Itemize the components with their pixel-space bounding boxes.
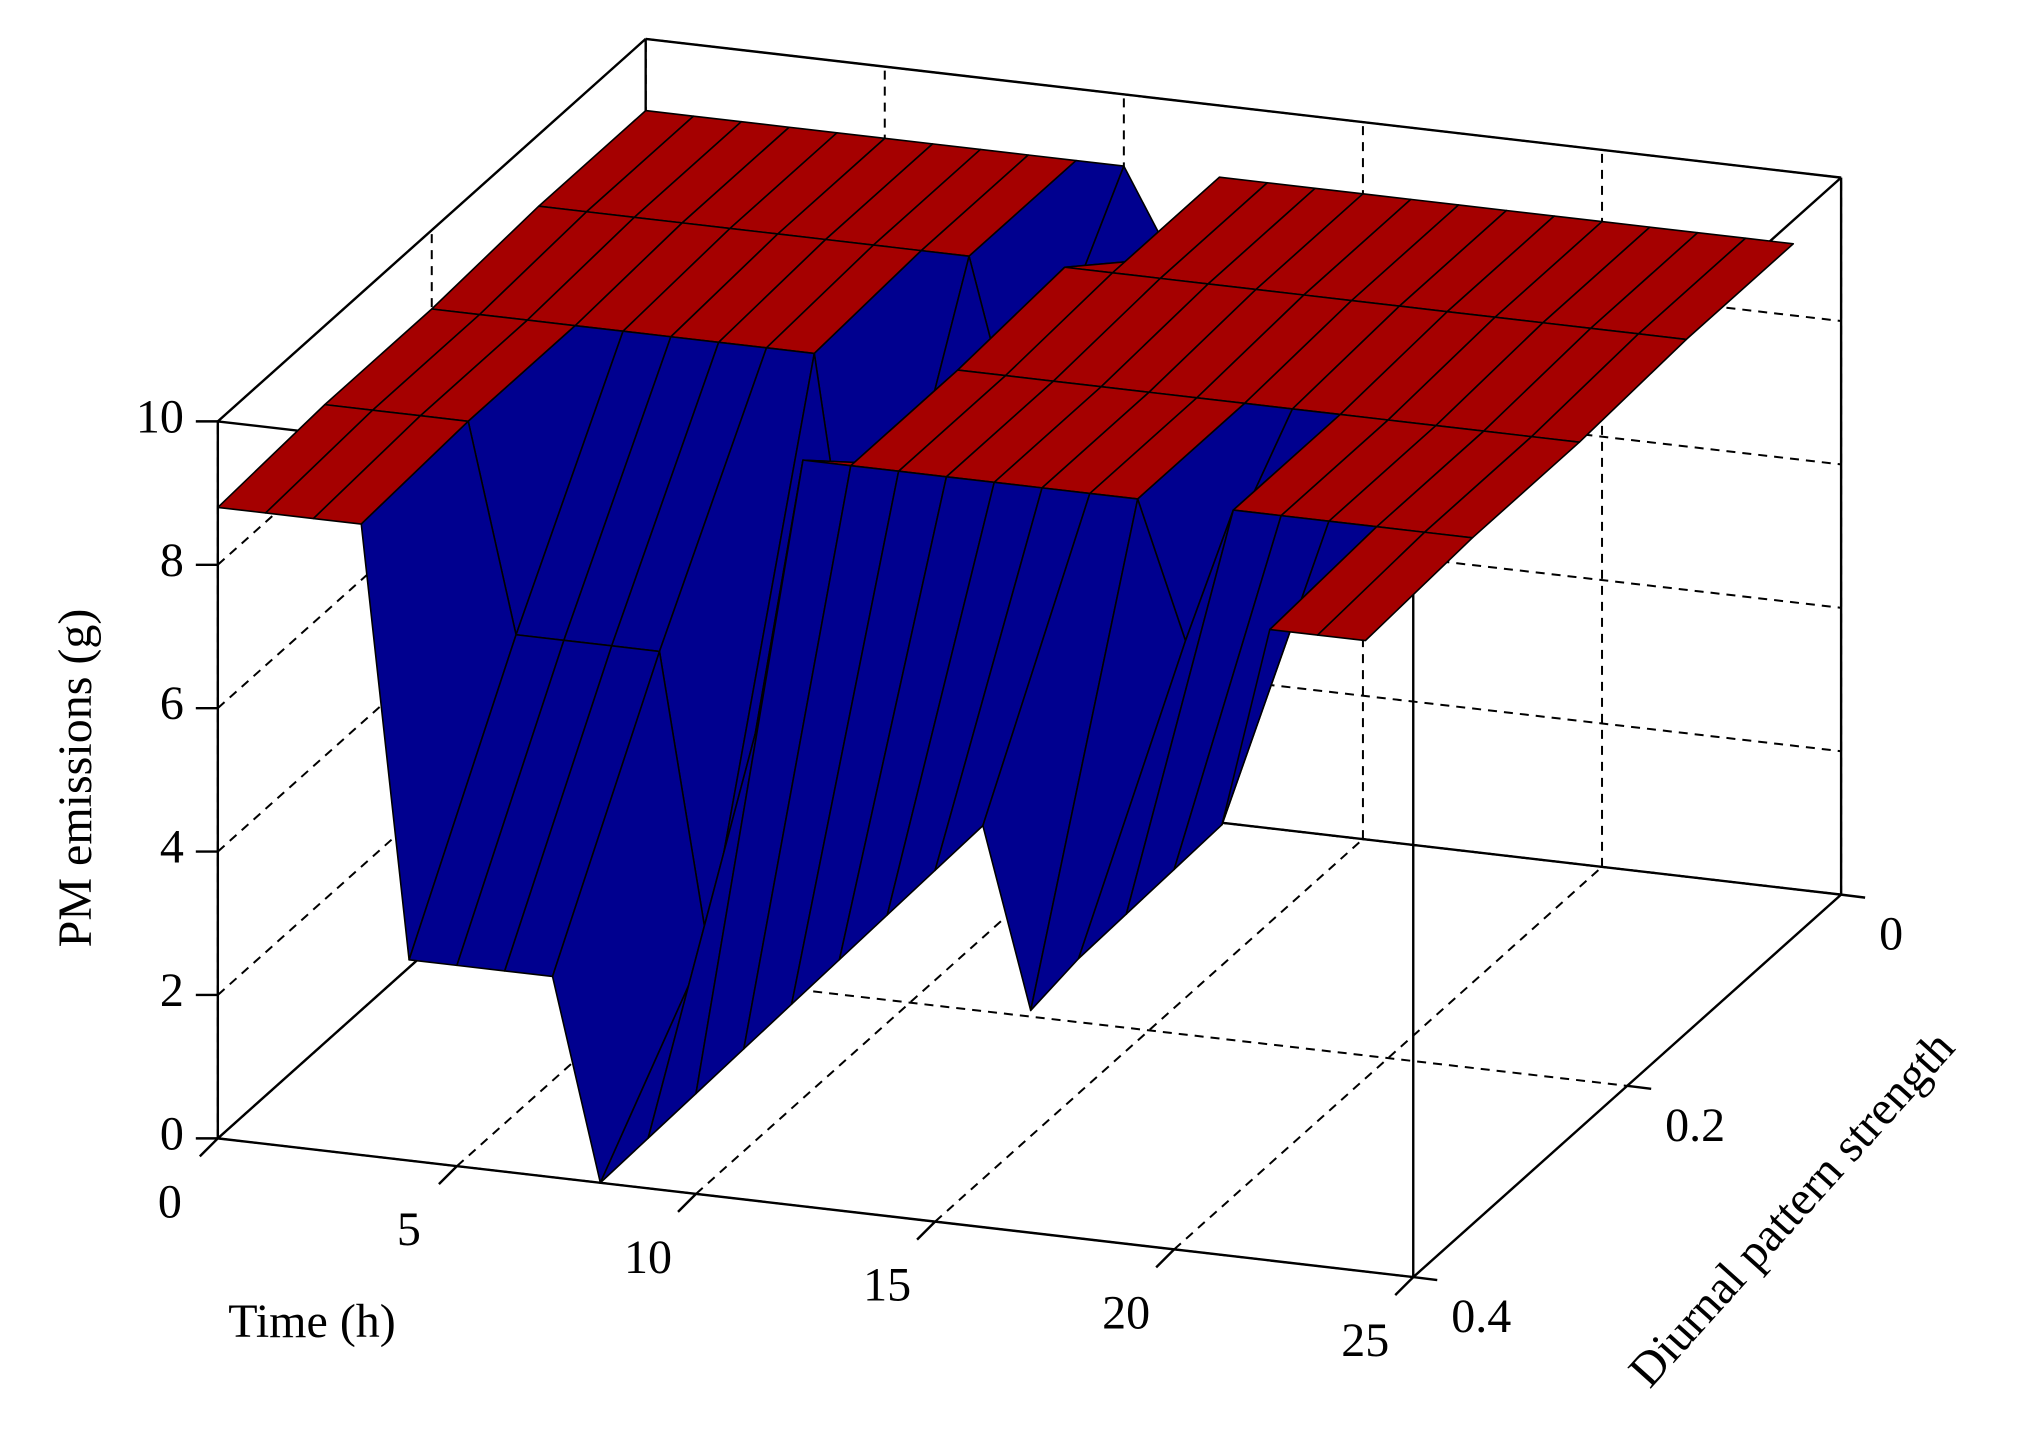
x-tick xyxy=(1155,1248,1176,1269)
z-tick-label: 4 xyxy=(160,821,184,874)
x-tick xyxy=(916,1220,936,1241)
x-tick-label: 0 xyxy=(158,1175,182,1228)
surface-patch xyxy=(1316,531,1474,642)
y-tick xyxy=(1840,893,1866,899)
grid-line xyxy=(217,1137,1414,1279)
y-tick-label: 0.4 xyxy=(1451,1290,1511,1343)
x-tick xyxy=(677,1193,697,1213)
y-axis-label: Diurnal pattern strength xyxy=(1619,1021,1965,1397)
y-tick xyxy=(1413,1275,1438,1282)
y-tick xyxy=(1627,1084,1652,1091)
x-axis-label: Time (h) xyxy=(228,1295,396,1348)
x-tick-label: 20 xyxy=(1102,1286,1150,1339)
y-tick-label: 0.2 xyxy=(1665,1099,1725,1152)
z-tick-label: 10 xyxy=(136,390,184,443)
surface xyxy=(217,109,1795,1184)
grid-line xyxy=(645,37,1842,179)
z-tick-label: 6 xyxy=(160,677,184,730)
x-tick-label: 5 xyxy=(397,1203,421,1256)
x-tick-label: 10 xyxy=(624,1231,672,1284)
x-tick-label: 25 xyxy=(1341,1314,1389,1367)
z-tick-label: 0 xyxy=(160,1107,184,1160)
box-edge xyxy=(217,38,647,423)
z-axis-label: PM emissions (g) xyxy=(49,609,102,948)
axes-front: 0 2 4 6 8 10 0 5 10 15 20 25 0 0.2 0.4 xyxy=(136,390,1903,1367)
x-tick-label: 15 xyxy=(863,1259,911,1312)
z-tick-label: 2 xyxy=(160,964,184,1017)
x-tick xyxy=(198,1137,219,1158)
x-tick xyxy=(438,1165,458,1185)
y-tick-label: 0 xyxy=(1879,908,1903,961)
x-tick xyxy=(1394,1276,1415,1296)
z-tick-label: 8 xyxy=(160,534,184,587)
